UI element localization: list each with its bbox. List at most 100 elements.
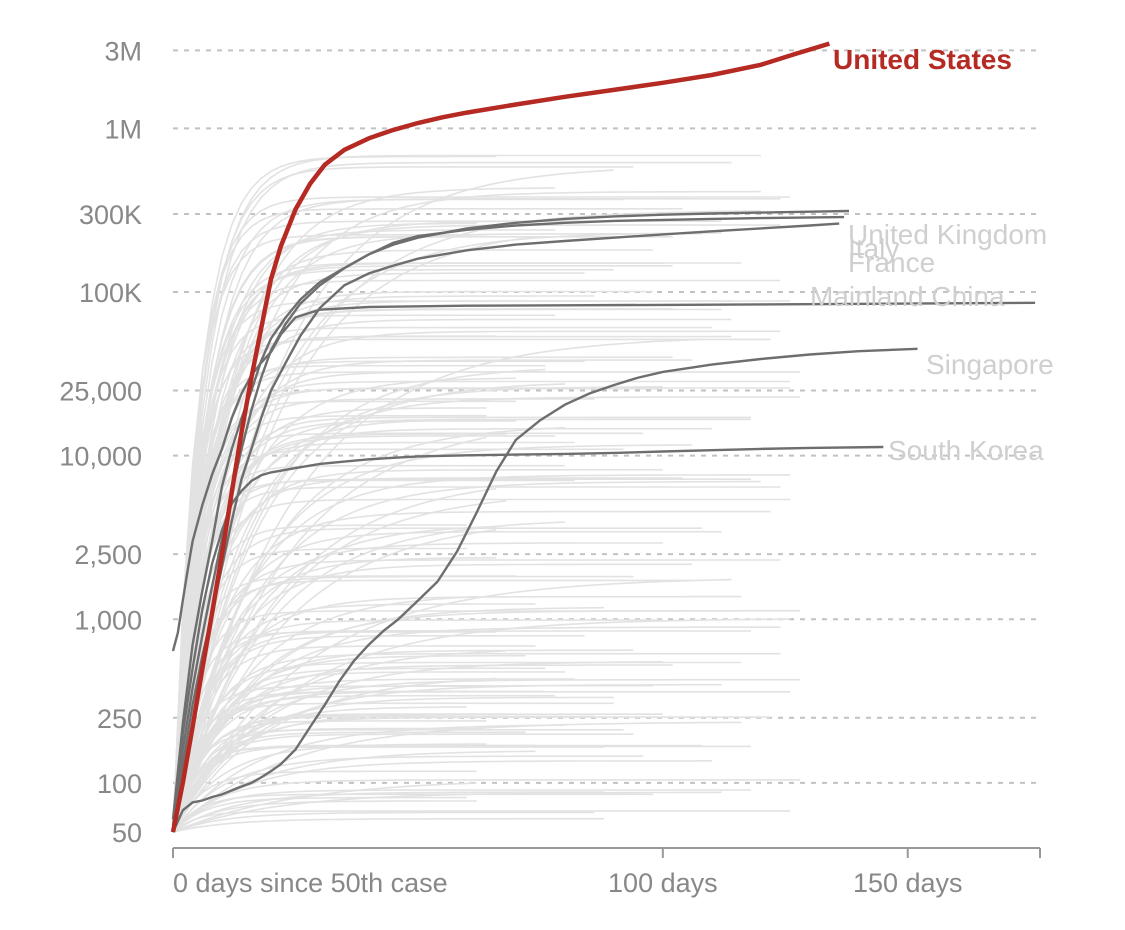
other-country-line: [172, 793, 653, 833]
other-country-line: [172, 729, 624, 833]
country-labels: United States United Kingdom Italy Franc…: [810, 44, 1054, 466]
x-axis: 0 days since 50th case 100 days 150 days: [172, 847, 1041, 898]
other-country-line: [172, 595, 742, 833]
other-country-line: [172, 691, 791, 833]
other-country-line: [172, 810, 791, 833]
other-country-line: [172, 436, 487, 833]
other-countries-lines: [172, 154, 800, 833]
other-country-line: [172, 683, 722, 833]
other-country-line: [172, 487, 497, 833]
line-mainland-china: [171, 301, 1036, 652]
other-country-line: [172, 208, 683, 833]
y-tick-label: 1,000: [74, 605, 142, 635]
other-country-line: [172, 760, 712, 833]
other-country-line: [172, 154, 761, 833]
other-country-line: [172, 510, 771, 833]
y-tick-label: 25,000: [59, 377, 142, 407]
other-country-line: [172, 645, 536, 833]
other-country-line: [172, 745, 751, 833]
other-country-line: [172, 272, 585, 833]
other-country-line: [172, 338, 771, 833]
other-country-line: [172, 290, 653, 833]
other-country-line: [172, 677, 497, 833]
other-country-line: [172, 521, 565, 833]
other-country-line: [172, 618, 791, 833]
other-country-line: [172, 678, 800, 833]
other-country-line: [172, 791, 605, 833]
other-country-line: [172, 196, 791, 833]
other-country-line: [172, 435, 556, 833]
other-country-line: [172, 169, 614, 833]
line-italy: [171, 215, 845, 820]
label-south-korea: South Korea: [888, 435, 1044, 466]
other-country-line: [172, 527, 702, 833]
other-country-line: [172, 474, 791, 833]
label-united-states: United States: [833, 44, 1012, 75]
other-country-line: [172, 416, 751, 833]
line-united-kingdom: [171, 209, 850, 826]
other-country-line: [172, 356, 673, 833]
other-country-line: [172, 187, 556, 833]
other-country-line: [172, 364, 546, 833]
other-country-line: [172, 649, 634, 833]
other-country-line: [172, 654, 526, 833]
other-country-line: [172, 380, 791, 833]
other-country-line: [172, 368, 546, 833]
other-country-line: [172, 338, 703, 833]
y-tick-label: 1M: [104, 114, 142, 144]
other-country-line: [172, 724, 565, 833]
other-country-line: [172, 420, 516, 833]
other-country-line: [172, 396, 800, 833]
other-country-line: [172, 530, 722, 833]
other-country-line: [172, 606, 605, 833]
other-country-line: [172, 609, 800, 833]
other-country-line: [172, 478, 751, 833]
other-country-line: [172, 702, 614, 833]
label-singapore: Singapore: [926, 349, 1054, 380]
other-country-line: [172, 198, 624, 833]
other-country-line: [172, 330, 781, 833]
y-tick-label: 2,500: [74, 540, 142, 570]
other-country-line: [172, 789, 751, 833]
other-country-line: [172, 265, 673, 833]
other-country-line: [172, 190, 761, 833]
other-country-line: [172, 661, 742, 833]
y-tick-label: 300K: [79, 200, 142, 230]
y-tick-label: 100K: [79, 278, 142, 308]
other-country-line: [172, 744, 536, 833]
other-country-line: [172, 528, 497, 833]
other-country-line: [172, 575, 634, 833]
other-country-line: [172, 166, 634, 833]
label-france: France: [848, 247, 935, 278]
other-country-line: [172, 796, 467, 833]
other-country-line: [172, 556, 497, 833]
other-country-line: [172, 696, 614, 833]
other-country-line: [172, 161, 732, 833]
other-country-line: [172, 314, 556, 833]
other-country-line: [172, 626, 781, 833]
y-tick-label: 3M: [104, 36, 142, 66]
other-country-line: [172, 433, 507, 833]
y-tick-label: 50: [112, 818, 142, 848]
other-country-line: [172, 224, 781, 833]
x-tick-label: 0 days since 50th case: [173, 868, 448, 898]
other-country-line: [172, 525, 497, 833]
x-tick-label: 100 days: [608, 868, 718, 898]
y-tick-label: 10,000: [59, 442, 142, 472]
other-country-line: [172, 414, 487, 833]
line-singapore: [171, 347, 918, 833]
other-country-line: [172, 547, 467, 833]
other-country-line: [172, 755, 644, 833]
label-united-kingdom: United Kingdom: [848, 219, 1047, 250]
other-country-line: [172, 685, 526, 833]
other-country-line: [172, 817, 605, 833]
other-country-line: [172, 269, 614, 833]
line-south-korea: [171, 445, 884, 833]
line-united-states: [170, 41, 831, 833]
other-country-line: [172, 249, 653, 833]
other-country-line: [172, 432, 644, 833]
other-country-line: [172, 360, 585, 833]
x-tick-label: 150 days: [853, 868, 963, 898]
other-country-line: [172, 678, 575, 833]
